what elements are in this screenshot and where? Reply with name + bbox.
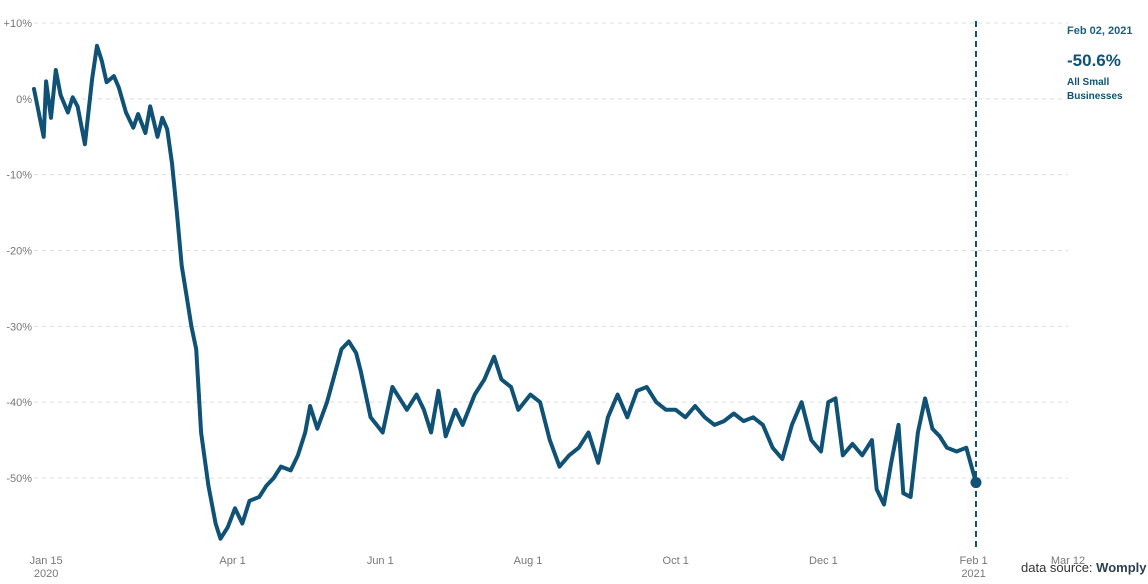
y-tick-label: +10% bbox=[4, 18, 33, 30]
y-tick-label: -30% bbox=[6, 321, 32, 333]
series-line bbox=[32, 43, 978, 541]
x-tick-label: Aug 1 bbox=[514, 555, 543, 567]
x-tick-label: Apr 1 bbox=[219, 555, 245, 567]
x-tick-label: Dec 1 bbox=[809, 555, 838, 567]
annotation-label: All Small Businesses bbox=[1067, 77, 1123, 102]
y-tick-label: 0% bbox=[16, 94, 32, 106]
y-tick-label: -50% bbox=[6, 473, 32, 485]
x-tick-label: Jun 1 bbox=[367, 555, 394, 567]
marker-layer bbox=[970, 21, 982, 548]
x-tick-sublabel: 2020 bbox=[34, 568, 58, 580]
y-tick-label: -10% bbox=[6, 170, 32, 182]
y-tick-label: -40% bbox=[6, 397, 32, 409]
x-tick-label: Jan 15 bbox=[30, 555, 63, 567]
series-layer bbox=[32, 43, 978, 541]
x-tick-label: Oct 1 bbox=[663, 555, 689, 567]
gridlines bbox=[34, 22, 1068, 479]
x-tick-label: Feb 1 bbox=[959, 555, 987, 567]
source-name: Womply bbox=[1096, 560, 1147, 575]
annotation-value: -50.6% bbox=[1067, 51, 1121, 70]
current-value-point bbox=[970, 477, 982, 489]
x-tick-sublabel: 2021 bbox=[961, 568, 985, 580]
source-prefix: data source: bbox=[1021, 560, 1093, 575]
x-tick-label: Mar 12 bbox=[1051, 555, 1085, 567]
annotation-date: Feb 02, 2021 bbox=[1067, 25, 1133, 37]
y-tick-label: -20% bbox=[6, 246, 32, 258]
data-source: data source: Womply bbox=[1021, 560, 1147, 575]
